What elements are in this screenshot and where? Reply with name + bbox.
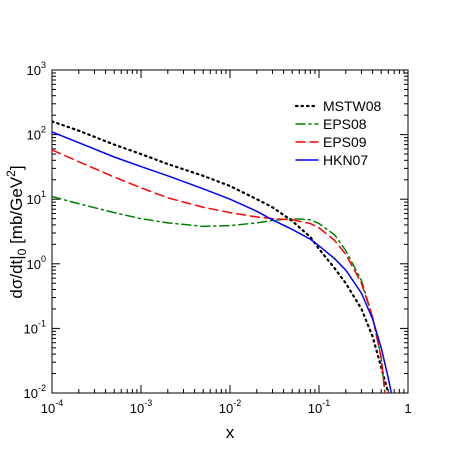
legend-label: HKN07	[323, 152, 368, 168]
legend: MSTW08 EPS08 EPS09 HKN07	[294, 98, 382, 168]
y-tick-label: 10-2	[24, 383, 46, 401]
y-axis-title-unit-sup: 2	[4, 170, 18, 177]
x-tick-label: 10-4	[41, 398, 63, 416]
x-tick-label: 10-1	[308, 398, 330, 416]
y-tick-label: 102	[27, 125, 46, 143]
tick-labels: 10-4 10-3 10-2 10-1 1 10-2 10-1 100 101 102 103	[24, 60, 412, 416]
x-tick-label: 1	[404, 401, 411, 416]
legend-label: EPS09	[323, 134, 367, 150]
series-line-hkn07	[52, 131, 393, 393]
y-tick-label: 100	[27, 254, 46, 272]
y-axis-title: dσ/dt|0 [mb/GeV2]	[4, 165, 29, 298]
series-line-eps09	[52, 149, 386, 393]
x-tick-label: 10-3	[130, 398, 152, 416]
y-axis-title-unit-close: ]	[7, 165, 26, 170]
x-tick-label: 10-2	[219, 398, 241, 416]
y-tick-label: 10-1	[24, 318, 46, 336]
series-line-eps08	[52, 195, 386, 393]
y-axis-title-unit-open: [mb/GeV	[7, 176, 26, 248]
ticks	[51, 69, 409, 394]
legend-label: EPS08	[323, 116, 367, 132]
y-tick-label: 103	[27, 60, 46, 78]
y-axis-title-sub: 0	[15, 248, 29, 255]
series-lines	[52, 120, 393, 393]
y-axis-title-main: dσ/dt|	[7, 255, 26, 298]
y-tick-label: 101	[27, 189, 46, 207]
legend-label: MSTW08	[323, 98, 382, 114]
series-line-mstw08	[52, 120, 390, 393]
x-axis-title: x	[226, 423, 235, 442]
